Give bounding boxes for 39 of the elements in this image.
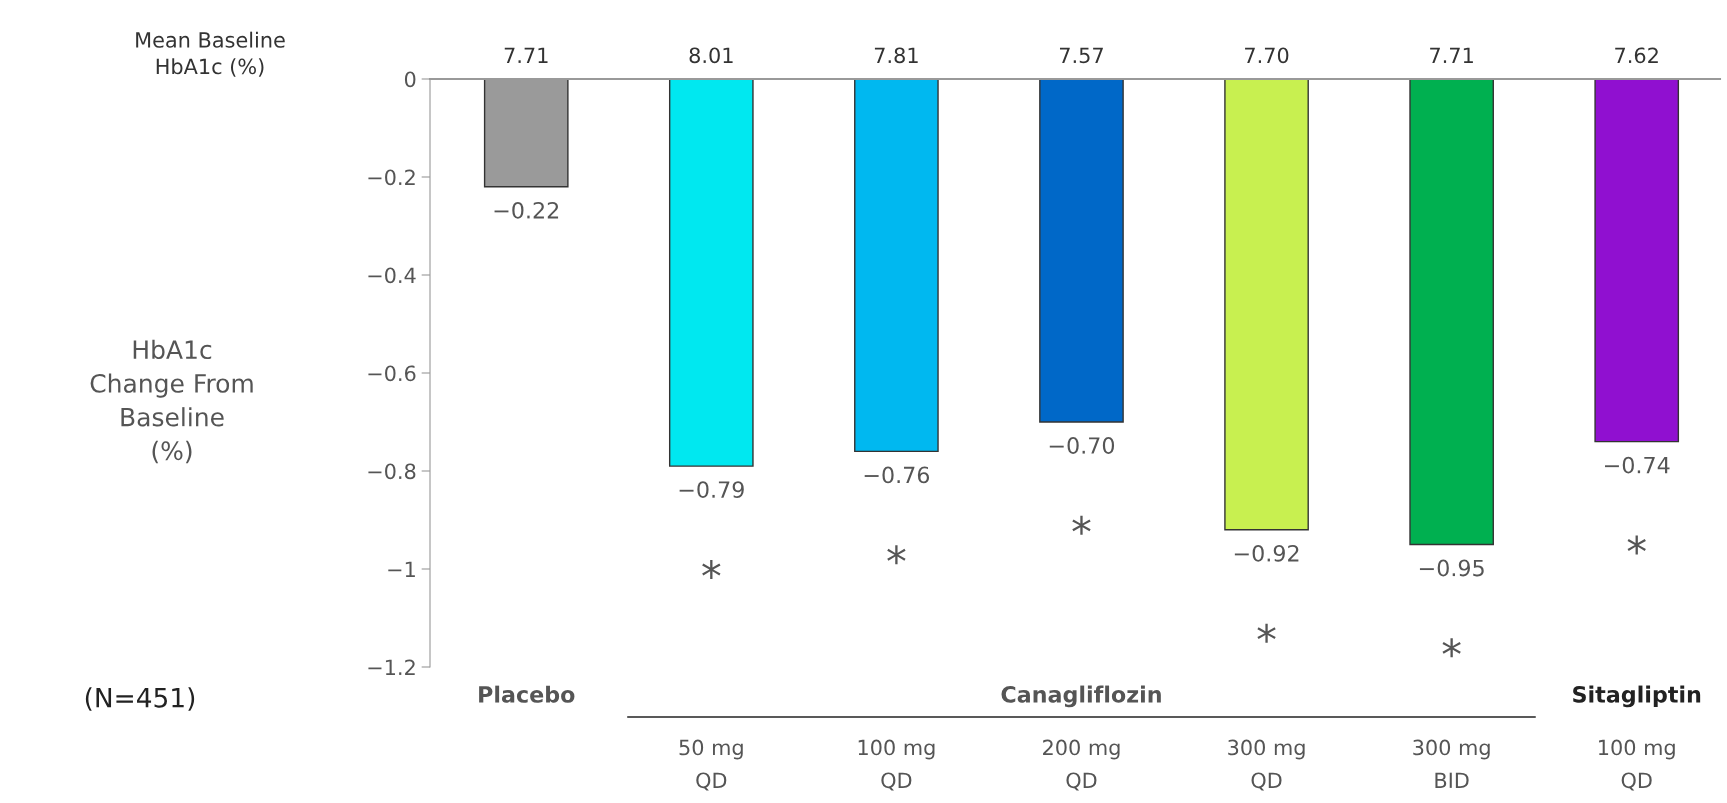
text: 7.62 [1615,47,1658,64]
text: Mean Baseline HbA1c (%) [136,31,285,77]
annotation: * [1072,515,1091,535]
x-tick-label: 100 mg QD [1599,739,1675,791]
data-label: −0.76 [864,466,930,484]
text: (N=451) [85,687,195,711]
text: Placebo [479,685,575,703]
text: 7.71 [1430,47,1473,63]
annotation: * [702,559,721,579]
annotation: * [1257,623,1276,643]
text: 7.70 [1245,47,1289,64]
x-tick-label: 200 mg QD [1043,739,1120,791]
y-tick-label: −1.2 [368,659,415,675]
annotation: * [1442,638,1461,658]
data-label: −0.70 [1049,437,1115,454]
y-tick-label: −0.8 [368,463,416,480]
text: 7.57 [1059,47,1103,64]
data-label: −0.95 [1419,559,1484,577]
y-axis-title: HbA1c Change From Baseline (%) [90,339,253,464]
data-label: −0.79 [679,481,744,498]
x-tick-label: 50 mg QD [679,739,743,791]
data-label: −0.22 [494,201,559,219]
y-tick-label: 0 [404,71,416,88]
annotation: * [887,545,906,565]
y-tick-label: −1 [388,561,415,577]
annotation: * [1627,535,1646,555]
text: Canagliflozin [1001,685,1161,708]
data-label: −0.74 [1605,456,1670,474]
x-tick-label: 300 mg BID [1413,739,1490,788]
text: 8.01 [689,47,733,64]
y-tick-label: −0.4 [368,267,416,284]
y-tick-label: −0.6 [368,365,416,382]
text: 7.81 [874,47,918,64]
data-label: −0.92 [1234,544,1299,562]
x-tick-label: 300 mg QD [1228,739,1305,791]
x-tick-label: 100 mg QD [858,739,935,791]
y-tick-label: −0.2 [368,169,415,186]
text: 7.71 [504,47,548,63]
text: Sitagliptin [1573,685,1701,708]
